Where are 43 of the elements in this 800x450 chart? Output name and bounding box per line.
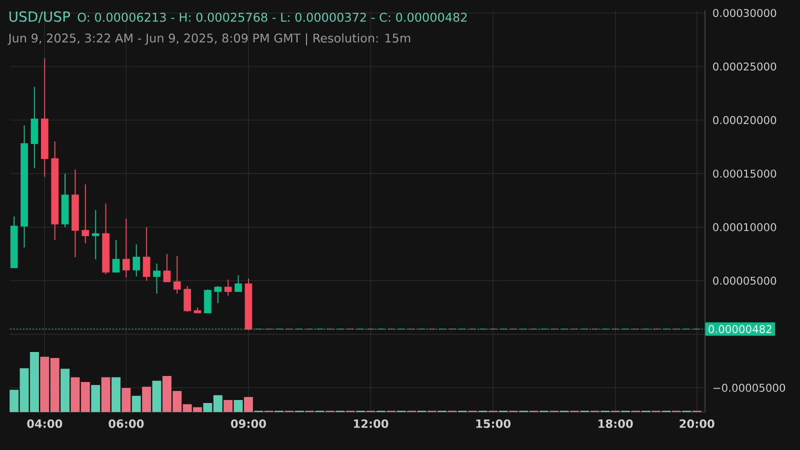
candlestick bbox=[204, 288, 212, 314]
y-tick-label: −0.00005000 bbox=[714, 384, 786, 392]
candlestick bbox=[234, 274, 242, 292]
candlestick bbox=[163, 253, 171, 282]
y-tick-label: 0.00020000 bbox=[713, 116, 776, 124]
text: Jun 9, 2025, 3:22 AM - Jun 9, 2025, 8:09 PM GMT | Resolution: 15m bbox=[8, 33, 410, 46]
bar bbox=[122, 388, 131, 412]
bar bbox=[142, 386, 152, 412]
candlestick bbox=[214, 286, 222, 304]
bar bbox=[152, 380, 162, 412]
x-tick-label: 18:00 bbox=[598, 419, 633, 428]
y-tick-label: 0.00015000 bbox=[713, 170, 776, 178]
candlestick bbox=[132, 244, 140, 277]
bar bbox=[112, 377, 120, 412]
candlestick bbox=[173, 256, 181, 294]
bar bbox=[244, 397, 253, 412]
bar bbox=[132, 396, 141, 412]
chart-title: USD/USP bbox=[9, 11, 70, 23]
x-tick-label: 12:00 bbox=[354, 419, 388, 428]
x-tick-label: 06:00 bbox=[108, 419, 144, 428]
x-tick-label: 20:00 bbox=[680, 419, 714, 428]
bar bbox=[234, 400, 243, 412]
bar bbox=[101, 377, 110, 412]
candlestick bbox=[112, 240, 120, 273]
x-tick-label: 15:00 bbox=[476, 419, 511, 428]
y-tick-label: 0.00030000 bbox=[713, 8, 776, 18]
y-tick-label: 0.00005000 bbox=[713, 276, 776, 285]
x-tick-label: 09:00 bbox=[230, 419, 266, 428]
bar bbox=[224, 400, 233, 412]
candlestick bbox=[82, 184, 90, 244]
candlestick bbox=[92, 210, 100, 260]
candlestick bbox=[153, 263, 160, 294]
ref-line-label: 0.00000482 bbox=[708, 325, 772, 334]
candlestick bbox=[184, 286, 191, 312]
candlestick bbox=[122, 218, 130, 278]
y-tick-label: 0.00010000 bbox=[713, 223, 776, 232]
x-tick-label: 04:00 bbox=[27, 419, 62, 428]
candlestick bbox=[224, 279, 232, 296]
annotation: O: 0.00006213 - H: 0.00025768 - L: 0.00000372 - C: 0.00000482 bbox=[78, 12, 467, 22]
y-tick-label: 0.00025000 bbox=[713, 62, 776, 71]
candlestick bbox=[142, 226, 150, 282]
bar bbox=[91, 385, 100, 412]
bar bbox=[60, 368, 70, 412]
